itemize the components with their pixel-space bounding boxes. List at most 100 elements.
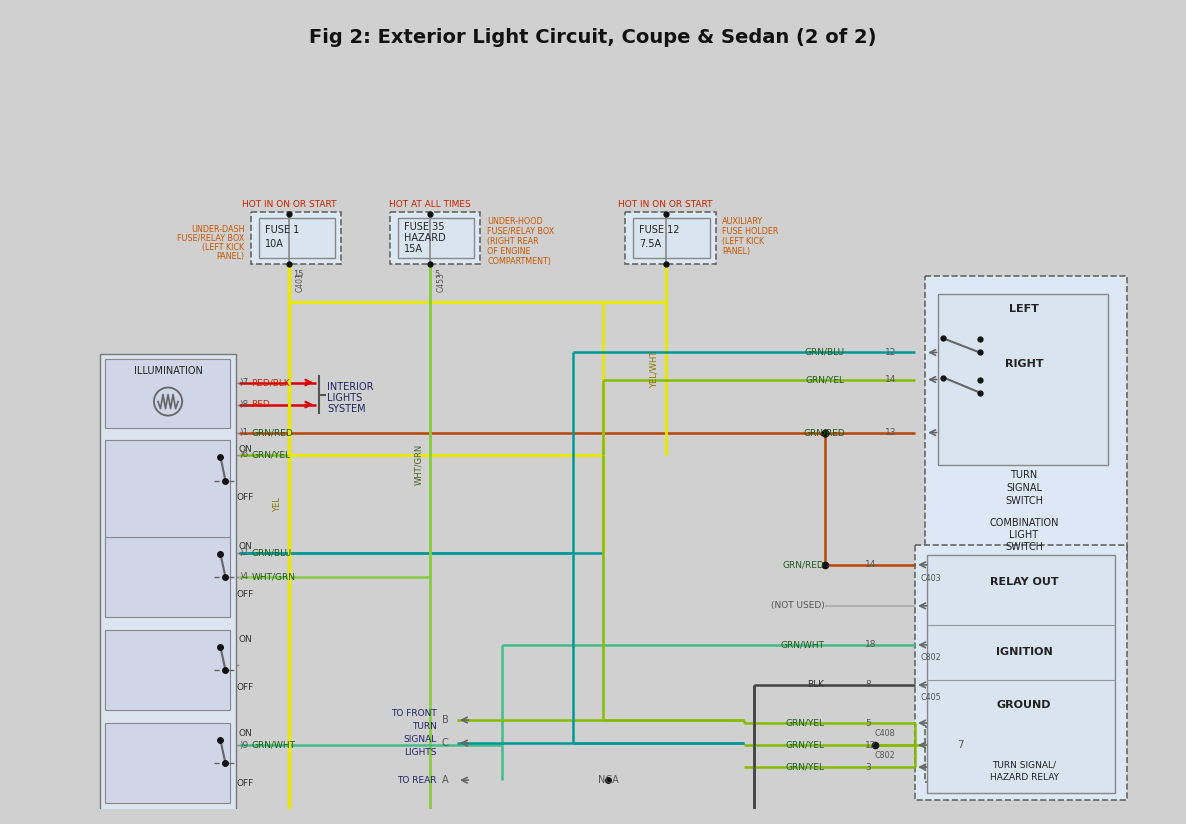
Text: 7.5A: 7.5A [639,239,662,250]
Text: TURN: TURN [412,722,436,731]
Bar [104,723,230,803]
Bar [938,294,1108,465]
Text: INTERIOR: INTERIOR [327,382,374,391]
Text: YEL/WHT: YEL/WHT [650,351,659,388]
Text: 10A: 10A [264,239,283,250]
Text: LIGHTS: LIGHTS [404,747,436,756]
Text: )2: )2 [240,548,249,557]
Text: HOT AT ALL TIMES: HOT AT ALL TIMES [389,199,471,208]
Text: GRN/RED: GRN/RED [251,428,293,437]
Text: )8: )8 [240,400,249,409]
Text: GRN/YEL: GRN/YEL [785,719,824,728]
Text: ON: ON [238,635,253,644]
Text: FUSE 1: FUSE 1 [264,225,299,236]
Text: UNDER-HOOD: UNDER-HOOD [487,217,543,226]
Text: GROUND: GROUND [996,700,1051,710]
Text: (LEFT KICK: (LEFT KICK [722,236,764,246]
Text: C453: C453 [436,273,446,293]
Text: GRN/YEL: GRN/YEL [785,762,824,771]
Text: )6: )6 [240,450,249,459]
Bar [625,213,716,265]
Text: 12: 12 [885,348,897,357]
Text: )9: )9 [240,741,249,750]
Text: B: B [442,715,448,725]
Bar [250,213,342,265]
Text: GRN/YEL: GRN/YEL [805,375,844,384]
Text: 13: 13 [885,428,897,437]
Bar [397,218,474,258]
Text: OFF: OFF [237,590,254,599]
Text: C802: C802 [875,751,895,760]
Bar [633,218,709,258]
Bar [916,545,1127,800]
Text: HOT IN ON OR START: HOT IN ON OR START [618,199,713,208]
Bar [104,630,230,710]
Text: C802: C802 [920,653,940,662]
Text: C403: C403 [296,273,305,293]
Text: )7: )7 [240,378,249,387]
Text: Fig 2: Exterior Light Circuit, Coupe & Sedan (2 of 2): Fig 2: Exterior Light Circuit, Coupe & S… [310,27,876,47]
Text: ON: ON [238,542,253,551]
Text: LIGHTS: LIGHTS [327,392,363,403]
Text: 14: 14 [865,560,876,569]
Text: C403: C403 [920,574,940,583]
Text: HAZARD RELAY: HAZARD RELAY [989,773,1059,782]
Text: 12: 12 [865,741,876,750]
Text: PANEL): PANEL) [722,247,750,255]
Text: COMPARTMENT): COMPARTMENT) [487,257,551,266]
Text: FUSE/RELAY BOX: FUSE/RELAY BOX [487,227,555,236]
Text: NCA: NCA [598,775,618,785]
Text: (LEFT KICK: (LEFT KICK [203,243,244,252]
Text: TO FRONT: TO FRONT [391,709,436,718]
Text: HOT IN ON OR START: HOT IN ON OR START [242,199,336,208]
Bar [104,439,230,550]
Text: RED/BLK: RED/BLK [251,378,291,387]
Text: AUXILIARY: AUXILIARY [722,217,763,226]
Bar [259,218,336,258]
Text: SIGNAL: SIGNAL [403,734,436,743]
Text: RELAY OUT: RELAY OUT [989,577,1058,587]
Text: ON: ON [238,728,253,737]
Text: SIGNAL: SIGNAL [1006,483,1042,493]
Text: 15A: 15A [403,244,422,255]
Text: WHT/GRN: WHT/GRN [414,444,423,485]
Text: BLK: BLK [808,681,824,690]
Bar [104,536,230,617]
Text: RED: RED [251,400,270,409]
Text: A: A [442,775,448,785]
Text: FUSE/RELAY BOX: FUSE/RELAY BOX [178,234,244,243]
Bar [925,727,1010,782]
Text: TURN SIGNAL/: TURN SIGNAL/ [991,761,1056,770]
Text: GRN/YEL: GRN/YEL [251,450,291,459]
Text: FUSE 12: FUSE 12 [639,225,680,236]
Text: (NOT USED): (NOT USED) [771,602,824,611]
Text: ON: ON [238,445,253,454]
Text: GRN/YEL: GRN/YEL [785,741,824,750]
Text: FUSE 35: FUSE 35 [403,222,445,232]
Text: OF ENGINE: OF ENGINE [487,247,531,255]
Text: C: C [442,738,448,748]
Text: TO REAR: TO REAR [397,775,436,784]
Text: SWITCH: SWITCH [1005,496,1042,506]
Bar [925,276,1127,562]
Text: (RIGHT REAR: (RIGHT REAR [487,236,538,246]
Text: 5: 5 [865,719,871,728]
Text: LEFT: LEFT [1009,304,1039,315]
Text: IGNITION: IGNITION [995,647,1052,657]
Text: )4: )4 [240,573,249,581]
Text: 5: 5 [434,269,439,279]
Text: COMBINATION: COMBINATION [989,517,1059,527]
Text: TURN: TURN [1010,470,1038,480]
Text: SYSTEM: SYSTEM [327,404,365,414]
Text: GRN/RED: GRN/RED [803,428,844,437]
Text: WHT/GRN: WHT/GRN [251,573,295,581]
Text: OFF: OFF [237,494,254,502]
Text: 15: 15 [293,269,304,279]
Text: 8: 8 [865,681,871,690]
Text: OFF: OFF [237,683,254,692]
Text: YEL: YEL [273,497,282,513]
Text: C408: C408 [875,728,895,737]
Text: GRN/WHT: GRN/WHT [251,741,295,750]
Text: SWITCH: SWITCH [1005,541,1042,552]
Text: 14: 14 [885,375,897,384]
